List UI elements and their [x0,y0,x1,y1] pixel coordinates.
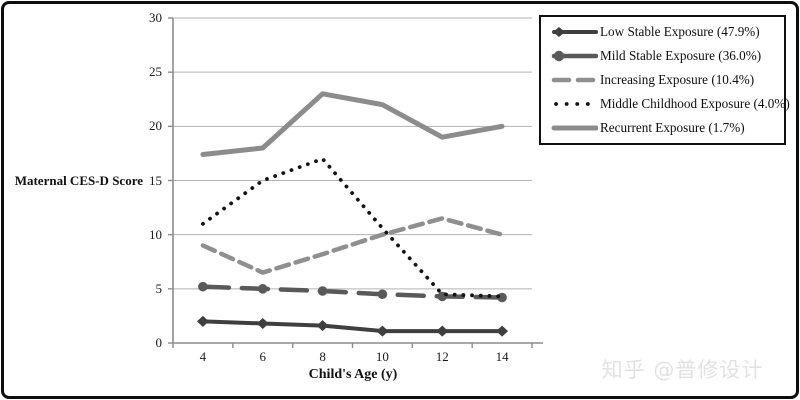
x-tick-label: 10 [375,349,389,364]
legend-item: Middle Childhood Exposure (4.0%) [550,92,790,116]
data-point-circle-marker [497,292,507,303]
legend-sample [552,27,598,37]
legend-item-label: Increasing Exposure (10.4%) [600,72,755,87]
data-point-diamond-marker [376,325,389,337]
data-point-diamond-marker [316,320,329,332]
y-tick-label: 20 [149,118,162,134]
y-tick-label: 25 [149,64,162,80]
legend-item-label: Recurrent Exposure (1.7%) [600,120,745,135]
series-line [200,284,505,300]
legend-item-label: Mild Stable Exposure (36.0%) [600,48,762,63]
series-line [200,319,505,334]
watermark: 知乎 @普修设计 [601,358,764,382]
legend-sample [551,125,598,131]
data-point-diamond-marker [496,325,509,337]
legend-item: Mild Stable Exposure (36.0%) [550,44,784,68]
x-axis-title: Child's Age (y) [308,367,398,382]
legend-item: Recurrent Exposure (1.7%) [550,116,784,140]
x-tick-label: 6 [259,349,267,364]
y-tick-label: 0 [155,335,163,350]
series-line [201,156,504,299]
legend-item: Increasing Exposure (10.4%) [550,68,784,92]
series-line [200,91,505,157]
circle-marker-icon [553,50,565,62]
legend-item: Low Stable Exposure (47.9%) [550,20,784,44]
y-tick-label: 10 [149,226,162,242]
y-tick-label: 15 [149,172,162,188]
data-point-diamond-marker [256,318,269,329]
series-line [200,216,505,275]
legend-sample [551,50,598,62]
y-tick-label: 30 [149,10,162,25]
data-point-diamond-marker [196,315,209,327]
y-tick-label: 5 [155,280,163,296]
data-point-circle-marker [198,281,208,292]
data-point-circle-marker [377,289,388,300]
legend-sample [551,77,598,83]
data-point-circle-marker [317,286,328,296]
data-point-circle-marker [257,284,268,294]
x-tick-label: 14 [495,349,509,364]
diamond-marker-icon [553,27,565,37]
x-tick-label: 8 [319,349,326,364]
data-point-diamond-marker [436,325,449,337]
y-axis-title: Maternal CES-D Score [14,173,143,188]
legend: Low Stable Exposure (47.9%) Mild Stable E… [539,15,790,145]
x-tick-label: 12 [435,349,449,364]
legend-item-label: Middle Childhood Exposure (4.0%) [600,96,790,111]
x-tick-label: 4 [199,349,207,364]
legend-item-label: Low Stable Exposure (47.9%) [600,24,760,39]
legend-sample [554,102,594,106]
